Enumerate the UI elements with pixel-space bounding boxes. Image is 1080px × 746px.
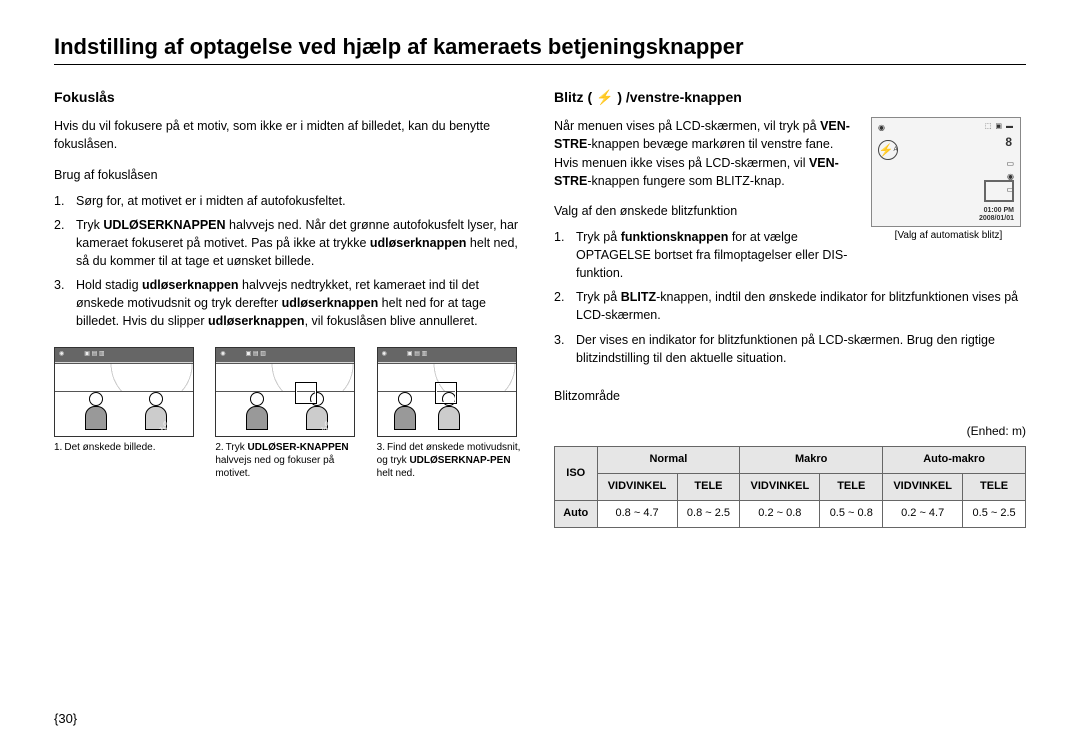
step-num: 2.	[554, 288, 576, 324]
list-item: 1. Sørg for, at motivet er i midten af a…	[54, 192, 524, 210]
step-text: Hold stadig udløserknappen halvvejs nedt…	[76, 276, 524, 330]
th-tele: TELE	[677, 474, 740, 501]
list-item: 3. Der vises en indikator for blitzfunkt…	[554, 331, 1026, 367]
step-num: 1.	[554, 228, 576, 282]
th-tele: TELE	[963, 474, 1026, 501]
range-label: Blitzområde	[554, 387, 1026, 405]
thumb-caption: 3.Find det ønskede motivudsnit, og tryk …	[377, 441, 524, 480]
thumb-caption: 2.Tryk UDLØSER-KNAPPEN halvvejs ned og f…	[215, 441, 362, 480]
th-normal: Normal	[597, 447, 740, 474]
step-text: Tryk på BLITZ-knappen, indtil den ønsked…	[576, 288, 1026, 324]
right-heading: Blitz ( ⚡ ) /venstre-knappen	[554, 87, 1026, 107]
page-number: {30}	[54, 711, 77, 726]
thumb-2: ◉ ▣ ▤ ▥ 01:00 PM2008/01/01 2.Tryk UDLØSE…	[215, 347, 362, 480]
th-vidvinkel: VIDVINKEL	[883, 474, 963, 501]
unit-label: (Enhed: m)	[554, 423, 1026, 440]
thumb-1: ◉ ▣ ▤ ▥ 01:00 PM2008/01/01 1.Det ønskede…	[54, 347, 201, 480]
cell: 0.5 ~ 2.5	[963, 501, 1026, 528]
right-steps: 1. Tryk på funktionsknappen for at vælge…	[554, 228, 1026, 367]
thumb-row: ◉ ▣ ▤ ▥ 01:00 PM2008/01/01 1.Det ønskede…	[54, 347, 524, 480]
row-auto: Auto	[555, 501, 598, 528]
lcd-count: 8	[1005, 134, 1012, 151]
left-column: Fokuslås Hvis du vil fokusere på et moti…	[54, 87, 524, 528]
flash-icon: ⚡	[596, 89, 613, 105]
cell: 0.2 ~ 4.7	[883, 501, 963, 528]
th-tele: TELE	[820, 474, 883, 501]
list-item: 2. Tryk UDLØSERKNAPPEN halvvejs ned. Når…	[54, 216, 524, 270]
left-intro: Hvis du vil fokusere på et motiv, som ik…	[54, 117, 524, 153]
flash-range-table: ISO Normal Makro Auto-makro VIDVINKEL TE…	[554, 446, 1026, 528]
cell: 0.8 ~ 4.7	[597, 501, 677, 528]
right-column: Blitz ( ⚡ ) /venstre-knappen ◉ ⬚ ▣ ▬ 8 ⚡…	[554, 87, 1026, 528]
lcd-preview: ◉ ⬚ ▣ ▬ 8 ⚡A ▭◉▭ 01:00 PM2008/01/01 [Val…	[871, 117, 1026, 244]
th-makro: Makro	[740, 447, 883, 474]
step-text: Tryk på funktionsknappen for at vælge OP…	[576, 228, 863, 282]
left-steps: 1. Sørg for, at motivet er i midten af a…	[54, 192, 524, 331]
step-text: Der vises en indikator for blitzfunktion…	[576, 331, 1026, 367]
lcd-top-right-icons: ⬚ ▣ ▬	[985, 122, 1014, 132]
list-item: 2. Tryk på BLITZ-knappen, indtil den øns…	[554, 288, 1026, 324]
step-num: 1.	[54, 192, 76, 210]
cell: 0.2 ~ 0.8	[740, 501, 820, 528]
thumb-image: ◉ ▣ ▤ ▥ 01:00 PM2008/01/01	[377, 347, 517, 437]
step-num: 3.	[554, 331, 576, 367]
step-text: Sørg for, at motivet er i midten af auto…	[76, 192, 524, 210]
left-sub: Brug af fokuslåsen	[54, 166, 524, 184]
cell: 0.8 ~ 2.5	[677, 501, 740, 528]
th-iso: ISO	[555, 447, 598, 501]
left-heading: Fokuslås	[54, 87, 524, 107]
list-item: 1. Tryk på funktionsknappen for at vælge…	[554, 228, 863, 282]
thumb-image: ◉ ▣ ▤ ▥ 01:00 PM2008/01/01	[54, 347, 194, 437]
page-title: Indstilling af optagelse ved hjælp af ka…	[54, 34, 1026, 65]
step-num: 3.	[54, 276, 76, 330]
thumb-3: ◉ ▣ ▤ ▥ 01:00 PM2008/01/01 3.Find det øn…	[377, 347, 524, 480]
lcd-timestamp: 01:00 PM2008/01/01	[979, 207, 1014, 222]
thumb-image: ◉ ▣ ▤ ▥ 01:00 PM2008/01/01	[215, 347, 355, 437]
lcd-caption: [Valg af automatisk blitz]	[871, 229, 1026, 244]
th-vidvinkel: VIDVINKEL	[740, 474, 820, 501]
list-item: 3. Hold stadig udløserknappen halvvejs n…	[54, 276, 524, 330]
th-automakro: Auto-makro	[883, 447, 1026, 474]
step-num: 2.	[54, 216, 76, 270]
lcd-top-left-icons: ◉	[878, 122, 885, 134]
flash-auto-icon: ⚡A	[878, 140, 898, 160]
th-vidvinkel: VIDVINKEL	[597, 474, 677, 501]
thumb-caption: 1.Det ønskede billede.	[54, 441, 201, 454]
step-text: Tryk UDLØSERKNAPPEN halvvejs ned. Når de…	[76, 216, 524, 270]
cell: 0.5 ~ 0.8	[820, 501, 883, 528]
